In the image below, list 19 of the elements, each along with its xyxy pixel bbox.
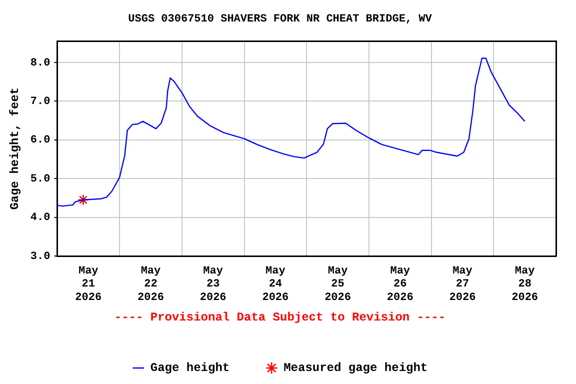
x-tick-label: May 28 2026 — [512, 265, 538, 304]
y-tick-label: 7.0 — [30, 96, 50, 108]
x-tick-label: May 22 2026 — [138, 265, 164, 304]
x-tick-label: May 27 2026 — [449, 265, 476, 304]
legend-label: Measured gage height — [284, 361, 428, 376]
y-tick-label: 6.0 — [30, 134, 50, 147]
y-axis-title: Gage height, feet — [8, 87, 22, 210]
chart-title: USGS 03067510 SHAVERS FORK NR CHEAT BRIDGE, WV — [128, 13, 432, 26]
x-tick-label: May 26 2026 — [386, 265, 414, 304]
y-tick-label: 5.0 — [30, 173, 50, 186]
text: ---- Provisional Data Subject to Revision ---- — [114, 310, 446, 325]
legend-label: Gage height — [150, 361, 230, 376]
x-tick-label: May 21 2026 — [75, 265, 102, 304]
x-tick-label: May 25 2026 — [324, 265, 351, 304]
x-tick-label: May 24 2026 — [262, 265, 289, 304]
y-tick-label: 4.0 — [30, 212, 50, 224]
y-tick-label: 3.0 — [30, 250, 50, 263]
x-tick-label: May 23 2026 — [200, 265, 226, 304]
y-tick-label: 8.0 — [30, 57, 50, 70]
